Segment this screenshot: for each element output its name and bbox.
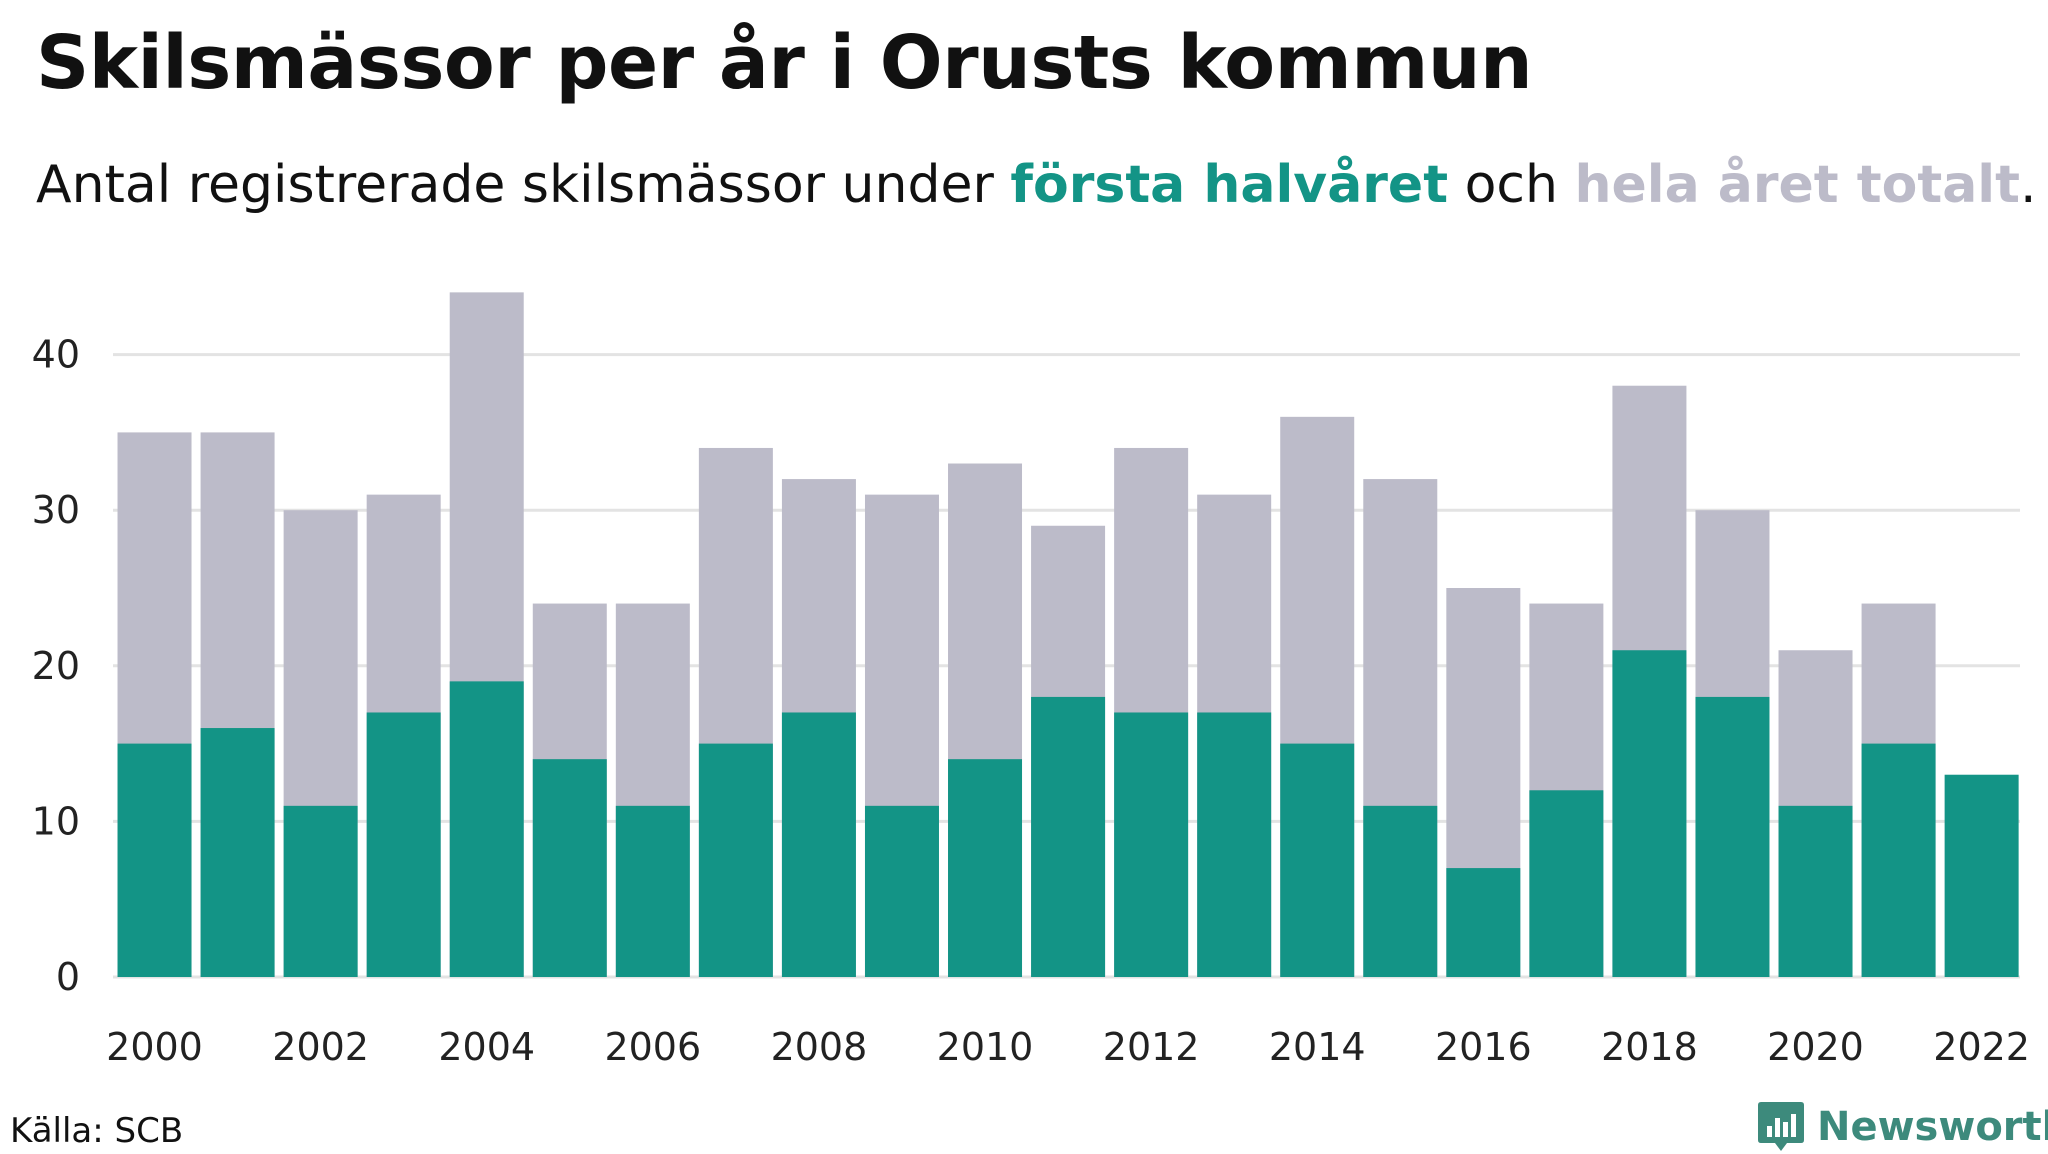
bar-first-half-2003 (366, 712, 441, 977)
subtitle-text-end: . (2019, 155, 2037, 215)
x-tick-label: 2000 (106, 1025, 203, 1069)
chart-title: Skilsmässor per år i Orusts kommun (36, 20, 1533, 106)
first-half-bars (117, 650, 2019, 977)
bar-first-half-2018 (1612, 650, 1687, 977)
bar-first-half-2001 (200, 728, 275, 977)
bar-first-half-2011 (1031, 696, 1106, 977)
logo-text: Newsworthy (1817, 1104, 2048, 1150)
bar-first-half-2012 (1114, 712, 1189, 977)
bar-first-half-2005 (532, 759, 607, 977)
y-tick-label: 20 (32, 644, 80, 688)
newsworthy-logo: Newsworthy (1757, 1100, 2048, 1154)
y-tick-label: 40 (32, 333, 80, 377)
bar-first-half-2004 (449, 681, 524, 977)
x-tick-label: 2020 (1767, 1025, 1864, 1069)
source-note: Källa: SCB (10, 1111, 184, 1151)
bar-first-half-2008 (781, 712, 856, 977)
chart-subtitle: Antal registrerade skilsmässor under för… (36, 155, 2037, 215)
x-tick-label: 2012 (1103, 1025, 1200, 1069)
x-tick-label: 2016 (1435, 1025, 1532, 1069)
y-tick-label: 30 (32, 488, 80, 532)
subtitle-text-start: Antal registrerade skilsmässor under (36, 155, 1011, 215)
y-axis: 0 10 20 30 40 (32, 333, 80, 999)
bar-first-half-2007 (698, 743, 773, 977)
legend-first-half: första halvåret (1010, 155, 1449, 215)
bar-first-half-2017 (1529, 790, 1604, 977)
bar-first-half-2020 (1778, 805, 1853, 977)
y-tick-label: 10 (32, 799, 80, 843)
bar-first-half-2022 (1944, 774, 2019, 977)
legend-full-year: hela året totalt (1574, 155, 2020, 215)
x-tick-label: 2018 (1601, 1025, 1698, 1069)
bar-first-half-2013 (1197, 712, 1272, 977)
y-tick-label: 0 (56, 955, 80, 999)
x-tick-label: 2008 (771, 1025, 868, 1069)
x-tick-label: 2006 (604, 1025, 701, 1069)
bar-first-half-2015 (1363, 805, 1438, 977)
bar-first-half-2000 (117, 743, 192, 977)
bar-first-half-2016 (1446, 868, 1521, 977)
x-tick-label: 2022 (1933, 1025, 2030, 1069)
subtitle-text-middle: och (1448, 155, 1575, 215)
bar-first-half-2010 (948, 759, 1023, 977)
bar-first-half-2006 (615, 805, 690, 977)
x-tick-label: 2002 (272, 1025, 369, 1069)
newsworthy-chart-icon (1758, 1102, 1804, 1151)
bar-first-half-2002 (283, 805, 358, 977)
bar-first-half-2014 (1280, 743, 1355, 977)
x-tick-label: 2014 (1269, 1025, 1366, 1069)
bar-first-half-2021 (1861, 743, 1936, 977)
x-axis: 2000 2002 2004 2006 2008 2010 2012 2014 2016 2018… (106, 1025, 2030, 1069)
bar-first-half-2009 (864, 805, 939, 977)
x-tick-label: 2010 (937, 1025, 1034, 1069)
x-tick-label: 2004 (438, 1025, 535, 1069)
bar-first-half-2019 (1695, 696, 1770, 977)
